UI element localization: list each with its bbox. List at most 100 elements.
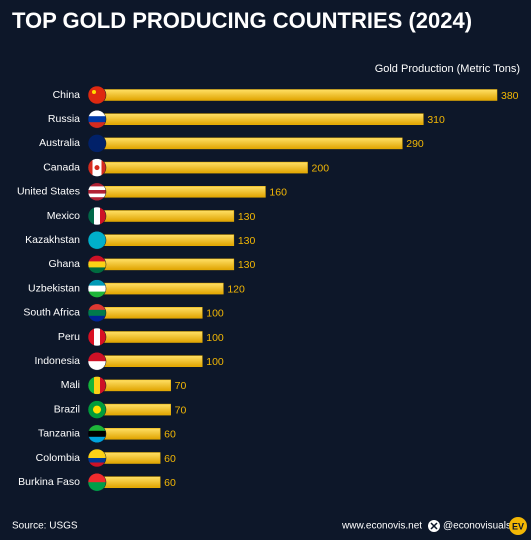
category-label: Colombia bbox=[36, 452, 81, 464]
website: www.econovis.net bbox=[341, 521, 422, 532]
flag bbox=[88, 231, 106, 250]
flag bbox=[88, 86, 106, 104]
value-label: 100 bbox=[206, 332, 224, 344]
bar bbox=[96, 113, 424, 125]
flag-border bbox=[87, 376, 107, 395]
value-label: 130 bbox=[238, 259, 256, 271]
flag-stripe bbox=[94, 207, 101, 225]
flag-stripe bbox=[88, 303, 106, 311]
category-label: Mali bbox=[61, 379, 80, 391]
bar bbox=[96, 355, 203, 367]
value-label: 60 bbox=[164, 453, 176, 465]
flag bbox=[88, 255, 106, 274]
flag bbox=[88, 279, 106, 298]
flag-stripe bbox=[88, 482, 106, 492]
bar bbox=[96, 186, 266, 198]
flag-stripe bbox=[88, 430, 106, 438]
category-label: Australia bbox=[39, 137, 80, 149]
value-label: 380 bbox=[501, 90, 519, 102]
flag-border bbox=[87, 400, 107, 419]
flag-stripe bbox=[100, 328, 106, 346]
category-label: Peru bbox=[58, 331, 80, 343]
flag-stripe bbox=[88, 193, 106, 198]
flag bbox=[88, 182, 106, 201]
flag-stripe bbox=[88, 186, 106, 191]
value-label: 200 bbox=[312, 162, 330, 174]
flag-stripe bbox=[88, 255, 106, 262]
flag-stripe bbox=[88, 328, 95, 346]
flag-stripe bbox=[88, 279, 106, 287]
flag-border bbox=[87, 472, 107, 492]
flag-stripe bbox=[88, 376, 95, 395]
bar bbox=[96, 161, 308, 174]
bar bbox=[96, 331, 203, 343]
flag-stripe bbox=[88, 134, 106, 153]
category-label: Tanzania bbox=[38, 428, 80, 440]
flag-stripe bbox=[88, 352, 106, 362]
flag bbox=[88, 207, 106, 225]
category-label: Brazil bbox=[54, 403, 80, 415]
bar bbox=[96, 137, 403, 150]
bar bbox=[96, 210, 235, 222]
category-label: Indonesia bbox=[34, 355, 80, 367]
flag-border bbox=[87, 448, 107, 468]
axis-label: Gold Production (Metric Tons) bbox=[375, 63, 520, 75]
flag-stripe bbox=[88, 110, 106, 117]
flag-border bbox=[87, 279, 107, 298]
flag-stripe bbox=[88, 116, 106, 123]
flag bbox=[88, 352, 106, 371]
bar bbox=[96, 428, 161, 440]
flag bbox=[88, 449, 106, 467]
flag-emblem bbox=[93, 405, 101, 414]
bar bbox=[96, 307, 203, 319]
flag-emblem bbox=[94, 165, 100, 171]
flag-stripe bbox=[88, 291, 106, 298]
flag bbox=[88, 303, 106, 322]
flag bbox=[88, 110, 106, 129]
flag-stripe bbox=[88, 458, 106, 463]
flag-border bbox=[87, 85, 107, 105]
flag-stripe bbox=[88, 453, 106, 459]
flag-stripe bbox=[88, 261, 106, 268]
category-label: China bbox=[53, 89, 81, 101]
bar bbox=[96, 282, 224, 295]
bar bbox=[96, 403, 171, 416]
category-label: Canada bbox=[43, 161, 80, 173]
chart-title: TOP GOLD PRODUCING COUNTRIES (2024) bbox=[12, 8, 472, 33]
flag-stripe bbox=[88, 158, 93, 177]
flag bbox=[88, 328, 106, 346]
flag-stripe bbox=[88, 315, 106, 322]
flag-stripe bbox=[88, 449, 106, 454]
social: @econovisuals bbox=[443, 521, 511, 532]
flag-border bbox=[87, 255, 107, 274]
flag-stripe bbox=[88, 462, 106, 467]
flag bbox=[88, 134, 106, 153]
flag-stripe bbox=[88, 190, 106, 195]
flag-stripe bbox=[88, 197, 106, 201]
category-label: Ghana bbox=[48, 258, 80, 270]
flag-border bbox=[87, 206, 107, 226]
category-label: Burkina Faso bbox=[18, 476, 80, 488]
flag-stripe bbox=[88, 285, 106, 293]
value-label: 70 bbox=[175, 404, 187, 416]
source: Source: USGS bbox=[12, 521, 78, 532]
flag-border bbox=[87, 109, 107, 129]
bar bbox=[96, 452, 161, 464]
category-label: Mexico bbox=[47, 210, 80, 222]
flag-stripe bbox=[100, 376, 106, 395]
flag-border bbox=[87, 303, 107, 323]
flag-stripe bbox=[88, 436, 106, 443]
category-label: Kazakhstan bbox=[25, 234, 80, 246]
flag-stripe bbox=[88, 231, 106, 250]
category-label: Uzbekistan bbox=[28, 282, 80, 294]
logo-badge bbox=[509, 517, 527, 535]
flag bbox=[88, 400, 106, 419]
flag-stripe bbox=[88, 207, 95, 225]
flag-border bbox=[87, 158, 107, 177]
flag-border bbox=[87, 182, 107, 202]
value-label: 60 bbox=[164, 477, 176, 489]
flag-stripe bbox=[88, 86, 106, 104]
flag-stripe bbox=[94, 328, 101, 346]
value-label: 290 bbox=[406, 138, 424, 150]
